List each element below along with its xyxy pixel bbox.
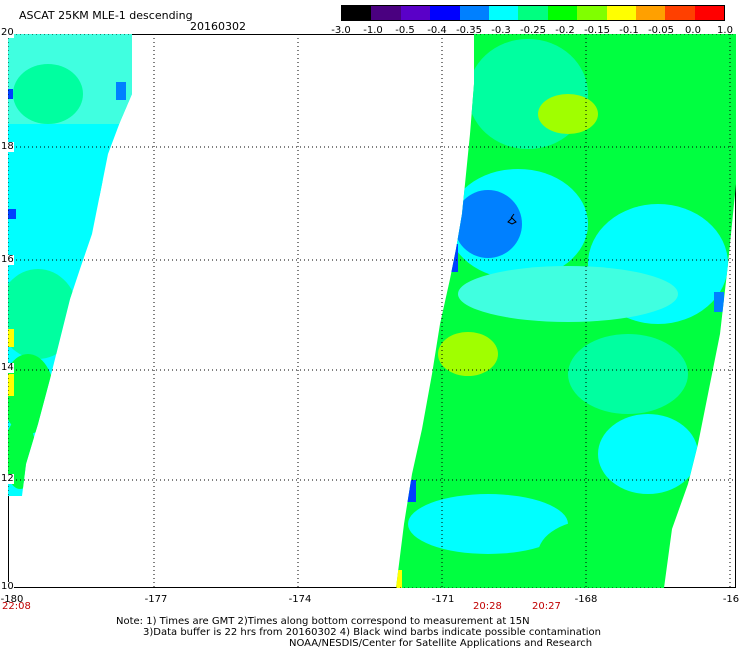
swath-patch xyxy=(408,494,568,554)
swath-patch xyxy=(538,94,598,134)
lon-label-168: -168 xyxy=(574,594,598,605)
swath-patch xyxy=(538,519,658,588)
note-line-1: Note: 1) Times are GMT 2)Times along bot… xyxy=(116,616,530,627)
map-date: 20160302 xyxy=(190,20,246,33)
colorbar-label: -0.05 xyxy=(648,25,674,36)
colorbar-label: -0.25 xyxy=(520,25,546,36)
colorbar-label: 1.0 xyxy=(717,25,733,36)
colorbar-swatch xyxy=(371,6,401,20)
wind-barb-icon xyxy=(507,213,517,225)
lon-label-16: -16 xyxy=(722,594,740,605)
lat-label-12: 12 xyxy=(1,473,14,484)
colorbar-label: -0.15 xyxy=(584,25,610,36)
swath-patch xyxy=(13,64,83,124)
lon-label-180: -180 xyxy=(0,594,24,605)
colorbar-swatch xyxy=(518,6,548,20)
swath-patch xyxy=(446,244,458,272)
swath-patch xyxy=(598,414,698,494)
swath-patch xyxy=(8,329,14,347)
swath-patch xyxy=(714,292,724,312)
swath-patch xyxy=(116,82,126,100)
colorbar-swatch xyxy=(665,6,695,20)
map-canvas xyxy=(8,34,736,588)
time-label-mid2: 20:27 xyxy=(532,601,561,612)
colorbar-label: -0.4 xyxy=(427,25,447,36)
colorbar-swatch xyxy=(577,6,607,20)
colorbar-swatch xyxy=(459,6,489,20)
colorbar-swatch xyxy=(488,6,519,20)
swath-patch xyxy=(458,266,678,322)
lon-label-174: -174 xyxy=(288,594,312,605)
colorbar-swatch xyxy=(400,6,431,20)
left-swath xyxy=(8,34,132,496)
time-label-left: 22:08 xyxy=(2,601,31,612)
lat-label-20: 20 xyxy=(1,27,14,38)
swath-patch xyxy=(33,154,103,214)
swath-patch xyxy=(568,334,688,414)
colorbar-swatch xyxy=(694,6,725,20)
colorbar-swatch xyxy=(547,6,578,20)
swath-patch xyxy=(8,269,78,359)
right-swath xyxy=(396,34,736,588)
colorbar-swatch xyxy=(606,6,636,20)
colorbar-label: -1.0 xyxy=(363,25,383,36)
colorbar-label: -0.35 xyxy=(456,25,482,36)
swath-patch xyxy=(438,332,498,376)
colorbar-swatch xyxy=(635,6,666,20)
colorbar-label: -0.2 xyxy=(555,25,575,36)
swath-patch xyxy=(8,89,13,99)
colorbar-label: -0.1 xyxy=(619,25,639,36)
lat-label-14: 14 xyxy=(1,362,14,373)
swath-patch xyxy=(8,209,16,219)
lat-label-16: 16 xyxy=(1,254,14,265)
lon-label-177: -177 xyxy=(144,594,168,605)
lon-label-171: -171 xyxy=(431,594,455,605)
colorbar-label: -0.3 xyxy=(491,25,511,36)
time-label-mid1: 20:28 xyxy=(473,601,502,612)
swath-patch xyxy=(8,374,14,396)
colorbar-swatch xyxy=(342,6,372,20)
colorbar-label: -3.0 xyxy=(331,25,351,36)
colorbar-swatch xyxy=(430,6,460,20)
swath-patch xyxy=(454,190,522,258)
lat-label-18: 18 xyxy=(1,141,14,152)
map-title: ASCAT 25KM MLE-1 descending xyxy=(19,9,193,22)
colorbar xyxy=(341,5,725,21)
note-line-2: 3)Data buffer is 22 hrs from 20160302 4)… xyxy=(143,627,601,638)
note-line-3: NOAA/NESDIS/Center for Satellite Applica… xyxy=(289,638,593,649)
swath-patch xyxy=(396,570,402,588)
colorbar-label: -0.5 xyxy=(395,25,415,36)
colorbar-label: 0.0 xyxy=(685,25,701,36)
swath-patch xyxy=(406,480,416,502)
lat-label-10: 10 xyxy=(1,581,14,592)
